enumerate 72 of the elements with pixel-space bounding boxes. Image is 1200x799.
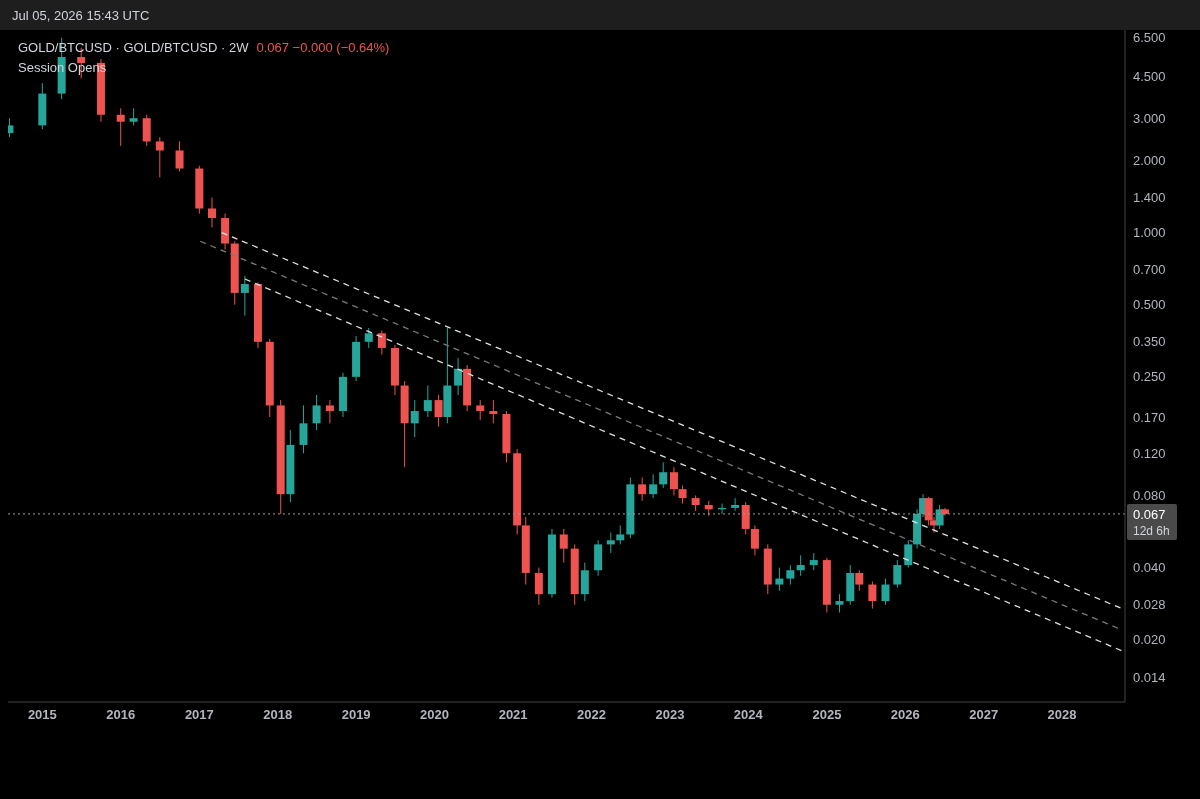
candlestick (155, 136, 164, 178)
x-tick-label: 2027 (969, 707, 999, 723)
y-tick-label: 3.000 (1133, 110, 1166, 126)
candlestick (312, 394, 321, 431)
candlestick (893, 559, 902, 589)
ref-line-label: 0.067 (1133, 506, 1166, 522)
y-tick-label: 0.120 (1133, 445, 1166, 461)
candlestick (678, 485, 687, 505)
candlestick (881, 578, 890, 606)
candlestick (750, 524, 759, 556)
x-tick-label: 2018 (263, 707, 293, 723)
candlestick (835, 593, 844, 613)
candlestick (240, 275, 249, 317)
y-tick-label: 1.000 (1133, 225, 1166, 241)
x-tick-label: 2025 (812, 707, 842, 723)
candlestick (741, 501, 750, 535)
candlestick (434, 394, 443, 428)
candlestick (638, 477, 647, 502)
x-tick-label: 2026 (890, 707, 920, 723)
text: Jul 05, 2026 15:43 UTC (12, 8, 150, 23)
x-tick-label: 2022 (577, 707, 606, 723)
candlestick (454, 357, 463, 396)
candlestick (142, 114, 151, 147)
y-tick-label: 4.500 (1133, 68, 1166, 84)
x-tick-label: 2020 (420, 707, 449, 723)
candlestick (299, 404, 308, 454)
x-tick-label: 2023 (655, 707, 685, 723)
candlestick (207, 197, 216, 228)
y-tick-label: 0.014 (1133, 669, 1166, 685)
y-tick-label: 0.028 (1133, 597, 1166, 613)
candlestick (489, 399, 498, 424)
x-tick-label: 2019 (341, 707, 371, 723)
candlestick (534, 567, 543, 606)
y-tick-label: 6.500 (1133, 30, 1166, 46)
candlestick (669, 466, 678, 496)
y-tick-label: 0.350 (1133, 334, 1166, 350)
y-tick-label: 0.500 (1133, 297, 1166, 313)
candlestick (423, 385, 432, 418)
y-tick-label: 0.080 (1133, 488, 1166, 504)
candlestick (649, 473, 658, 499)
y-tick-label: 1.400 (1133, 190, 1166, 206)
candlestick (855, 569, 864, 592)
candlestick (904, 539, 913, 569)
candlestick (580, 562, 589, 602)
x-tick-label: 2017 (184, 707, 214, 723)
candlestick (175, 140, 184, 172)
candlestick (559, 528, 568, 564)
y-tick-label: 0.020 (1133, 632, 1166, 648)
candlestick (796, 554, 805, 577)
x-tick-label: 2021 (498, 707, 528, 723)
candlestick (868, 581, 877, 610)
x-tick-label: 2024 (733, 707, 764, 723)
candlestick (659, 461, 668, 489)
y-tick-label: 0.170 (1133, 409, 1166, 425)
candlestick (616, 524, 625, 545)
candlestick (325, 399, 334, 424)
x-tick-label: 2015 (27, 707, 57, 723)
y-tick-label: 2.000 (1133, 153, 1166, 169)
text: 0.067 −0.000 (−0.64%) (256, 40, 390, 55)
x-tick-label: 2016 (106, 707, 136, 723)
y-tick-label: 0.250 (1133, 369, 1166, 385)
text: 12d 6h (1133, 523, 1170, 538)
candlestick (786, 564, 795, 586)
x-tick-label: 2028 (1047, 707, 1077, 723)
y-tick-label: 0.700 (1133, 262, 1166, 278)
candlestick (476, 399, 485, 421)
candlestick (116, 107, 125, 147)
candlestick (364, 327, 373, 349)
y-tick-label: 0.040 (1133, 560, 1166, 576)
candlestick (410, 399, 419, 438)
candlestick (775, 567, 784, 592)
candlestick (606, 532, 615, 554)
